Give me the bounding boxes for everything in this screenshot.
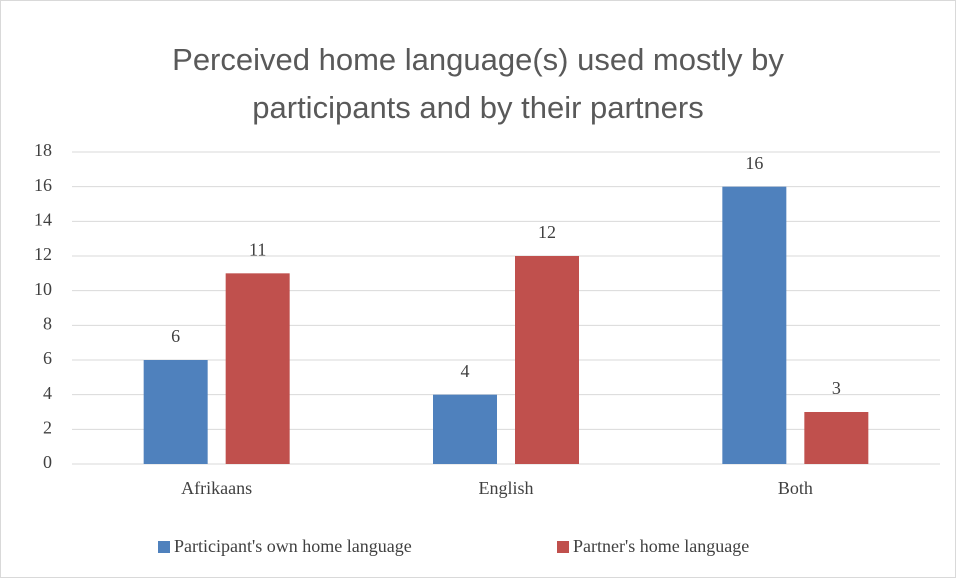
y-tick-label: 2 bbox=[43, 417, 52, 437]
chart-title: Perceived home language(s) used mostly b… bbox=[172, 42, 784, 125]
legend-label: Participant's own home language bbox=[174, 536, 412, 556]
y-tick-label: 18 bbox=[34, 140, 52, 160]
data-label: 16 bbox=[745, 153, 763, 173]
x-tick-label: English bbox=[478, 478, 533, 498]
data-label: 11 bbox=[249, 239, 266, 259]
y-tick-label: 10 bbox=[34, 279, 52, 299]
bar bbox=[804, 412, 869, 464]
data-label: 4 bbox=[461, 361, 470, 381]
legend-swatch bbox=[158, 541, 170, 553]
y-tick-label: 0 bbox=[43, 452, 52, 472]
legend-swatch bbox=[557, 541, 569, 553]
data-label: 3 bbox=[832, 378, 841, 398]
x-tick-label: Both bbox=[778, 478, 813, 498]
x-tick-label: Afrikaans bbox=[181, 478, 252, 498]
y-tick-label: 8 bbox=[43, 313, 52, 333]
bar bbox=[515, 256, 579, 464]
y-tick-label: 16 bbox=[34, 175, 52, 195]
bar bbox=[433, 394, 497, 464]
y-tick-label: 6 bbox=[43, 348, 52, 368]
y-tick-label: 14 bbox=[34, 209, 52, 229]
bar bbox=[225, 273, 290, 464]
data-label: 6 bbox=[171, 326, 180, 346]
bar bbox=[143, 360, 208, 464]
data-label: 12 bbox=[538, 222, 556, 242]
y-tick-label: 12 bbox=[34, 244, 52, 264]
legend-label: Partner's home language bbox=[573, 536, 749, 556]
bar bbox=[722, 186, 787, 464]
y-tick-label: 4 bbox=[43, 383, 52, 403]
